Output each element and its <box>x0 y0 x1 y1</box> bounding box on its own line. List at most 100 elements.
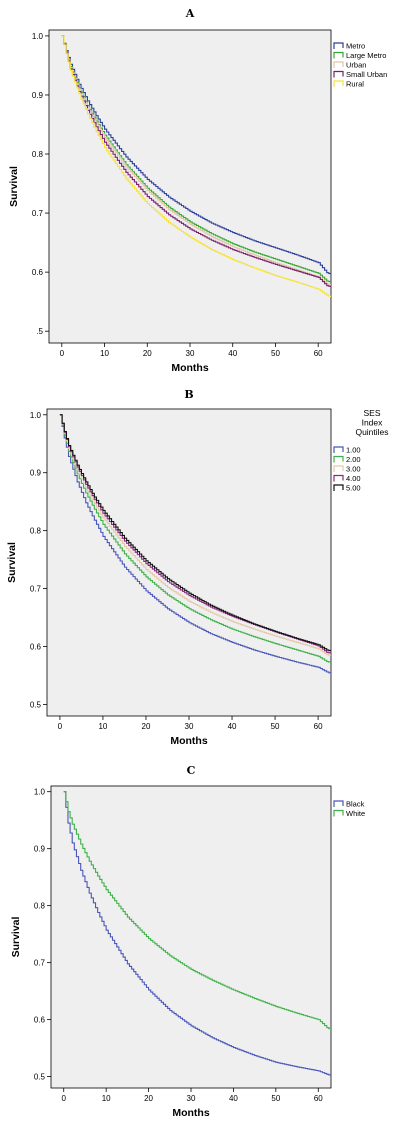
y-tick-label: 0.6 <box>32 268 44 277</box>
x-tick-label: 60 <box>314 722 323 731</box>
legend-swatch <box>333 465 344 472</box>
legend-label: White <box>346 809 365 818</box>
y-tick-label: 0.8 <box>32 150 44 159</box>
legend-swatch <box>333 42 344 49</box>
legend-label: 2.00 <box>346 455 361 464</box>
y-tick-label: 1.0 <box>32 32 44 41</box>
x-tick-label: 40 <box>228 722 237 731</box>
legend-swatch <box>333 809 344 817</box>
legend-label: 1.00 <box>346 446 361 455</box>
legend-item: 2.00 <box>333 455 361 464</box>
panel-label: B <box>184 388 193 401</box>
y-tick-label: 0.6 <box>30 642 42 651</box>
legend-label: Small Urban <box>346 70 387 79</box>
series-line-white <box>63 791 331 1030</box>
y-tick-label: 0.9 <box>34 845 46 854</box>
x-axis-title: Months <box>172 1107 209 1119</box>
legend-label: Metro <box>346 42 365 51</box>
y-axis-title: Survival <box>6 542 18 583</box>
series-line-3-00 <box>59 414 331 656</box>
legend-swatch <box>333 455 344 463</box>
x-tick-label: 50 <box>271 1094 280 1103</box>
plot-area <box>50 785 332 1089</box>
x-tick-label: 50 <box>271 722 280 731</box>
y-axis-title: Survival <box>8 166 20 207</box>
legend-item: Urban <box>333 61 366 70</box>
x-axis-title: Months <box>170 735 207 747</box>
y-tick-label: 0.5 <box>30 700 42 709</box>
x-tick-label: 0 <box>58 722 63 731</box>
x-tick-label: 10 <box>100 349 109 358</box>
x-tick-label: 50 <box>271 349 280 358</box>
plot-area <box>46 408 332 717</box>
legend-swatch <box>333 51 344 59</box>
y-tick-label: 0.7 <box>34 959 46 968</box>
legend-title: SES Index Quintiles <box>355 408 388 437</box>
series-line-2-00 <box>59 414 331 663</box>
y-tick-label: 1.0 <box>34 788 46 797</box>
legend-swatch <box>333 446 344 453</box>
legend-label: Large Metro <box>346 51 386 60</box>
legend-swatch <box>333 70 344 78</box>
legend-item: Black <box>333 800 365 809</box>
y-tick-label: 0.9 <box>30 469 42 478</box>
y-tick-label: .5 <box>36 327 43 336</box>
legend-item: Small Urban <box>333 70 387 79</box>
legend-label: 3.00 <box>346 465 361 474</box>
legend-item: 1.00 <box>333 446 361 455</box>
x-tick-label: 60 <box>314 1094 323 1103</box>
chart-panel-b: B 0 10 20 30 40 50 60 0.5 0.6 0.7 0.8 0.9 1.0 Months Su… <box>6 388 389 747</box>
legend-label: 4.00 <box>346 474 361 483</box>
x-tick-label: 20 <box>143 349 152 358</box>
legend-swatch <box>333 61 344 68</box>
x-tick-label: 20 <box>144 1094 153 1103</box>
y-axis-title: Survival <box>10 916 22 957</box>
legend-item: White <box>333 809 365 818</box>
legend-item: 3.00 <box>333 465 361 474</box>
legend-item: 4.00 <box>333 474 361 483</box>
series-line-1-00 <box>59 414 331 674</box>
x-tick-label: 40 <box>229 1094 238 1103</box>
legend-swatch <box>333 80 344 87</box>
panel-label: C <box>187 764 196 777</box>
y-tick-label: 0.7 <box>32 209 44 218</box>
y-tick-label: 0.5 <box>34 1073 46 1082</box>
legend-item: 5.00 <box>333 484 361 493</box>
legend-item: Rural <box>333 80 364 89</box>
y-tick-label: 0.6 <box>34 1016 46 1025</box>
series-line-metro <box>61 35 331 275</box>
legend-label: Urban <box>346 61 366 70</box>
x-tick-label: 0 <box>62 1094 67 1103</box>
x-tick-label: 40 <box>228 349 237 358</box>
legend-swatch <box>333 474 344 482</box>
x-axis-title: Months <box>171 362 208 374</box>
chart-panel-c: C 0 10 20 30 40 50 60 0.5 0.6 0.7 0.8 0.9 1.0 Months Su… <box>10 764 365 1119</box>
y-tick-label: 0.9 <box>32 91 44 100</box>
x-tick-label: 0 <box>60 349 65 358</box>
series-line-5-00 <box>59 414 331 652</box>
legend-label: 5.00 <box>346 484 361 493</box>
series-line-rural <box>61 35 331 297</box>
y-tick-label: 0.8 <box>30 527 42 536</box>
series-line-urban <box>61 35 331 286</box>
legend-swatch <box>333 484 344 491</box>
x-tick-label: 60 <box>314 349 323 358</box>
legend-label: Black <box>346 800 365 809</box>
panel-label: A <box>185 7 195 20</box>
series-line-small-urban <box>61 35 331 287</box>
chart-panel-a: A 0 10 20 30 40 50 60 .5 0.6 0.7 0.8 0.9 1.0 Months Sur… <box>8 7 387 374</box>
series-line-black <box>63 791 331 1076</box>
y-tick-label: 1.0 <box>30 411 42 420</box>
legend-swatch <box>333 800 344 807</box>
x-tick-label: 10 <box>98 722 107 731</box>
x-tick-label: 20 <box>142 722 151 731</box>
x-tick-label: 30 <box>185 722 194 731</box>
x-tick-label: 30 <box>187 1094 196 1103</box>
y-tick-label: 0.8 <box>34 902 46 911</box>
series-line-4-00 <box>59 414 331 654</box>
x-tick-label: 10 <box>102 1094 111 1103</box>
x-tick-label: 30 <box>186 349 195 358</box>
plot-area <box>48 29 332 344</box>
